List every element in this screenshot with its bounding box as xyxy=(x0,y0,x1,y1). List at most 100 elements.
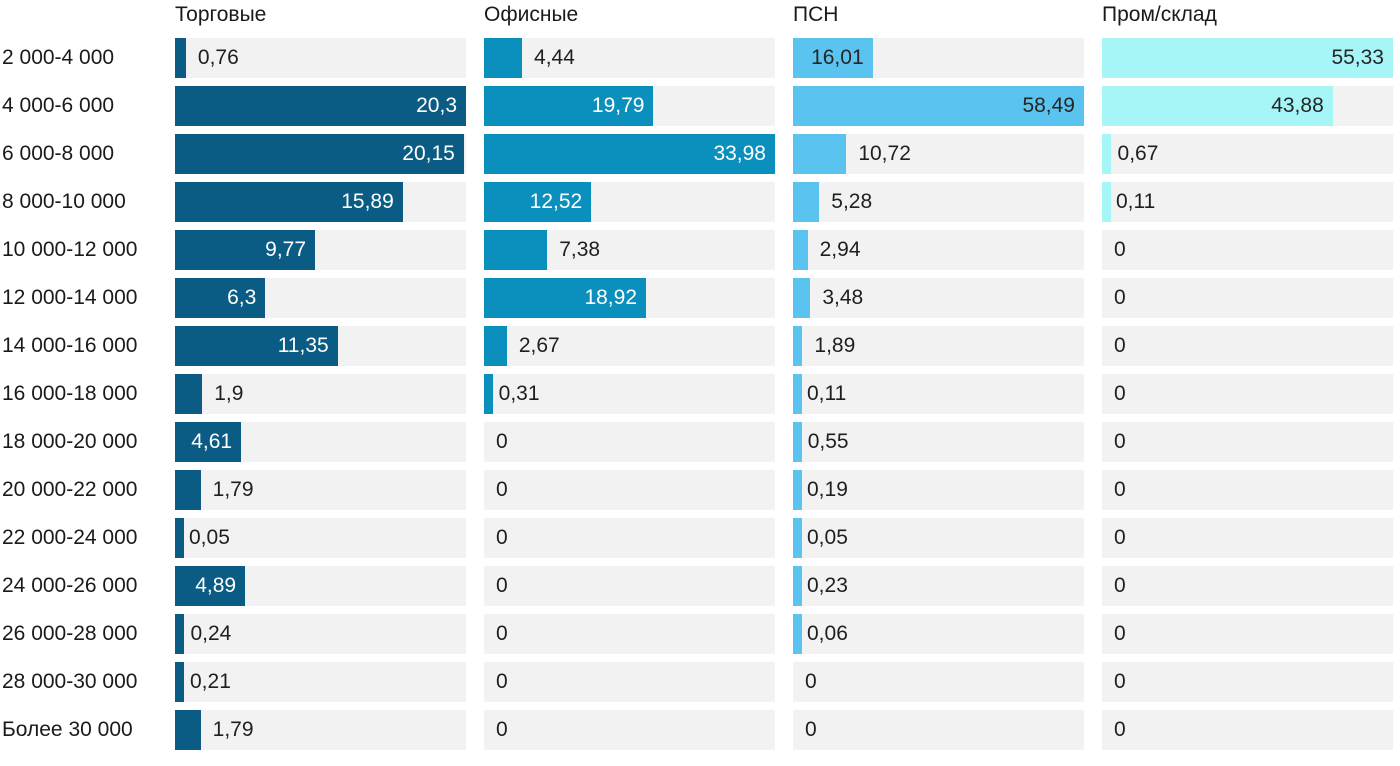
value-label: 0 xyxy=(1114,526,1126,549)
row-label: 12 000-14 000 xyxy=(2,286,138,309)
value-label: 0 xyxy=(496,718,508,741)
bar xyxy=(1102,182,1111,222)
value-label: 0,23 xyxy=(807,574,848,597)
value-label: 4,61 xyxy=(191,430,233,453)
bar-track: 9,77 xyxy=(175,230,466,270)
bar xyxy=(484,374,493,414)
bar: 6,3 xyxy=(175,278,266,318)
chart-rows: 2 000-4 000 0,76 4,44 16,01 55,33 4 000-6 000… xyxy=(0,38,1400,750)
bar xyxy=(175,710,201,750)
value-label: 2,94 xyxy=(819,238,861,261)
bar-track: 0 xyxy=(1102,662,1393,702)
bar-track: 0 xyxy=(484,566,775,606)
bar-track: 0 xyxy=(484,422,775,462)
chart-row: 14 000-16 000 11,35 2,67 1,89 0 xyxy=(0,326,1400,366)
bar: 19,79 xyxy=(484,86,654,126)
bar-track: 0,06 xyxy=(793,614,1084,654)
bar-track: 15,89 xyxy=(175,182,466,222)
chart-row: 4 000-6 000 20,3 19,79 58,49 43,88 xyxy=(0,86,1400,126)
bar-track: 12,52 xyxy=(484,182,775,222)
value-label: 0 xyxy=(496,478,508,501)
bar-track: 0 xyxy=(1102,470,1393,510)
bar-track: 0 xyxy=(484,518,775,558)
column-header-psn: ПСН xyxy=(793,3,839,26)
value-label: 0 xyxy=(1114,334,1126,357)
bar xyxy=(793,134,847,174)
value-label: 0 xyxy=(1114,238,1126,261)
value-label: 0 xyxy=(1114,382,1126,405)
bar: 12,52 xyxy=(484,182,592,222)
value-label: 0 xyxy=(1114,478,1126,501)
chart-row: 24 000-26 000 4,89 0 0,23 0 xyxy=(0,566,1400,606)
row-label: 2 000-4 000 xyxy=(2,46,115,69)
bar-track: 0,67 xyxy=(1102,134,1393,174)
bar: 11,35 xyxy=(175,326,338,366)
value-label: 6,3 xyxy=(227,286,257,309)
bar-track: 0 xyxy=(1102,566,1393,606)
bar-track: 0 xyxy=(1102,710,1393,750)
bar: 18,92 xyxy=(484,278,647,318)
value-label: 0 xyxy=(496,574,508,597)
bar-track: 10,72 xyxy=(793,134,1084,174)
value-label: 4,89 xyxy=(195,574,237,597)
value-label: 4,44 xyxy=(534,46,575,69)
chart-row: 26 000-28 000 0,24 0 0,06 0 xyxy=(0,614,1400,654)
value-label: 15,89 xyxy=(341,190,394,213)
bar xyxy=(793,422,802,462)
bar-track: 0 xyxy=(484,470,775,510)
value-label: 3,48 xyxy=(822,286,864,309)
bar: 33,98 xyxy=(484,134,775,174)
value-label: 0 xyxy=(1114,622,1126,645)
value-label: 0,11 xyxy=(1116,190,1156,213)
bar-track: 0,55 xyxy=(793,422,1084,462)
bar xyxy=(484,326,507,366)
row-label: 20 000-22 000 xyxy=(2,478,138,501)
row-label: Более 30 000 xyxy=(2,718,133,741)
chart-row: 22 000-24 000 0,05 0 0,05 0 xyxy=(0,518,1400,558)
value-label: 1,9 xyxy=(214,382,244,405)
chart-row: 10 000-12 000 9,77 7,38 2,94 0 xyxy=(0,230,1400,270)
bar-track: 16,01 xyxy=(793,38,1084,78)
bar-track: 4,44 xyxy=(484,38,775,78)
bar-track: 0 xyxy=(1102,230,1393,270)
bar: 55,33 xyxy=(1102,38,1393,78)
bar-track: 3,48 xyxy=(793,278,1084,318)
value-label: 20,15 xyxy=(402,142,455,165)
value-label: 33,98 xyxy=(713,142,766,165)
bar-track: 0,11 xyxy=(1102,182,1393,222)
value-label: 0 xyxy=(1114,670,1126,693)
bar: 4,89 xyxy=(175,566,246,606)
value-label: 58,49 xyxy=(1022,94,1075,117)
chart-row: 18 000-20 000 4,61 0 0,55 0 xyxy=(0,422,1400,462)
bar-track: 0 xyxy=(1102,374,1393,414)
value-label: 0 xyxy=(496,526,508,549)
bar-track: 2,94 xyxy=(793,230,1084,270)
bar: 43,88 xyxy=(1102,86,1333,126)
chart-row: Более 30 000 1,79 0 0 0 xyxy=(0,710,1400,750)
bar-track: 43,88 xyxy=(1102,86,1393,126)
bar xyxy=(175,518,184,558)
bar-track: 1,9 xyxy=(175,374,466,414)
bar-track: 0,11 xyxy=(793,374,1084,414)
bar-track: 20,15 xyxy=(175,134,466,174)
bar-track: 4,89 xyxy=(175,566,466,606)
value-label: 0,05 xyxy=(189,526,230,549)
value-label: 16,01 xyxy=(811,46,864,69)
value-label: 0 xyxy=(1114,430,1126,453)
bar-track: 7,38 xyxy=(484,230,775,270)
value-label: 0 xyxy=(1114,286,1126,309)
bar-track: 0,05 xyxy=(175,518,466,558)
row-label: 18 000-20 000 xyxy=(2,430,138,453)
bar xyxy=(175,662,184,702)
value-label: 0,31 xyxy=(498,382,540,405)
value-label: 19,79 xyxy=(591,94,645,117)
chart-row: 6 000-8 000 20,15 33,98 10,72 0,67 xyxy=(0,134,1400,174)
value-label: 12,52 xyxy=(529,190,583,213)
row-label: 28 000-30 000 xyxy=(2,670,138,693)
bar-track: 19,79 xyxy=(484,86,775,126)
bar-track: 0 xyxy=(484,614,775,654)
value-label: 5,28 xyxy=(831,190,873,213)
bar: 58,49 xyxy=(793,86,1084,126)
bar-track: 0,24 xyxy=(175,614,466,654)
